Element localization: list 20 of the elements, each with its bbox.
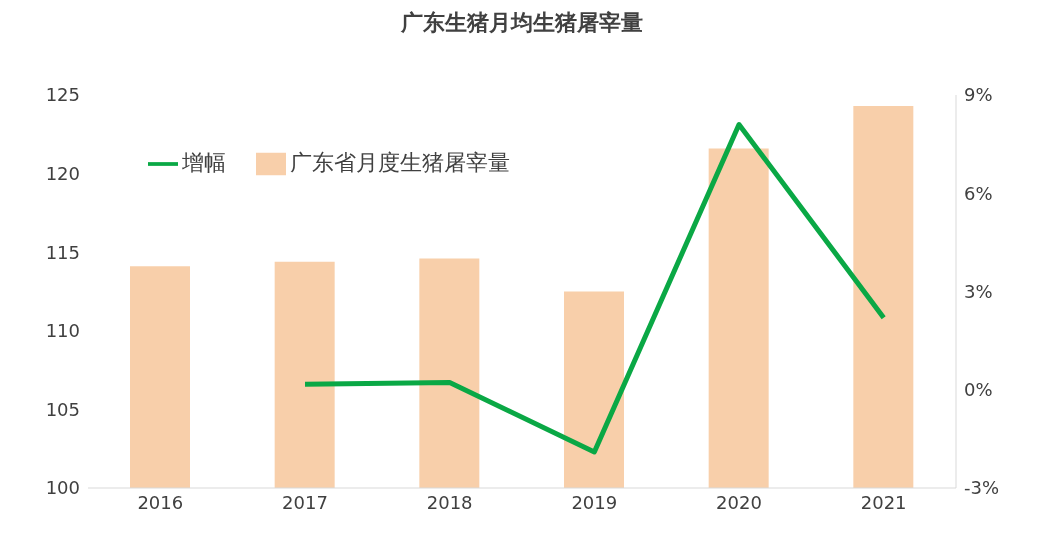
x-tick-label: 2017	[282, 491, 328, 513]
y-tick-label: 110	[45, 320, 80, 342]
x-tick-label: 2018	[426, 491, 473, 513]
x-tick-label: 2019	[571, 491, 618, 513]
legend-label: 增幅	[182, 150, 226, 175]
x-tick-label: 2021	[860, 491, 907, 513]
y-tick-label: 105	[45, 398, 80, 420]
x-tick-label: 2016	[137, 491, 184, 513]
chart-title: 广东生猪月均生猪屠宰量	[400, 9, 644, 37]
y-tick-label: 115	[45, 241, 80, 263]
y-tick-label: 120	[45, 162, 80, 184]
y2-tick-label: -3%	[964, 477, 1000, 499]
x-tick-label: 2020	[716, 491, 762, 513]
y2-tick-label: 0%	[964, 379, 993, 401]
y2-tick-label: 3%	[964, 280, 993, 302]
y-tick-label: 100	[45, 477, 80, 499]
y-tick-label: 125	[45, 84, 80, 106]
legend-label: 广东省月度生猪屠宰量	[290, 150, 510, 175]
y2-tick-label: 9%	[964, 84, 993, 106]
y2-tick-label: 6%	[964, 182, 993, 204]
